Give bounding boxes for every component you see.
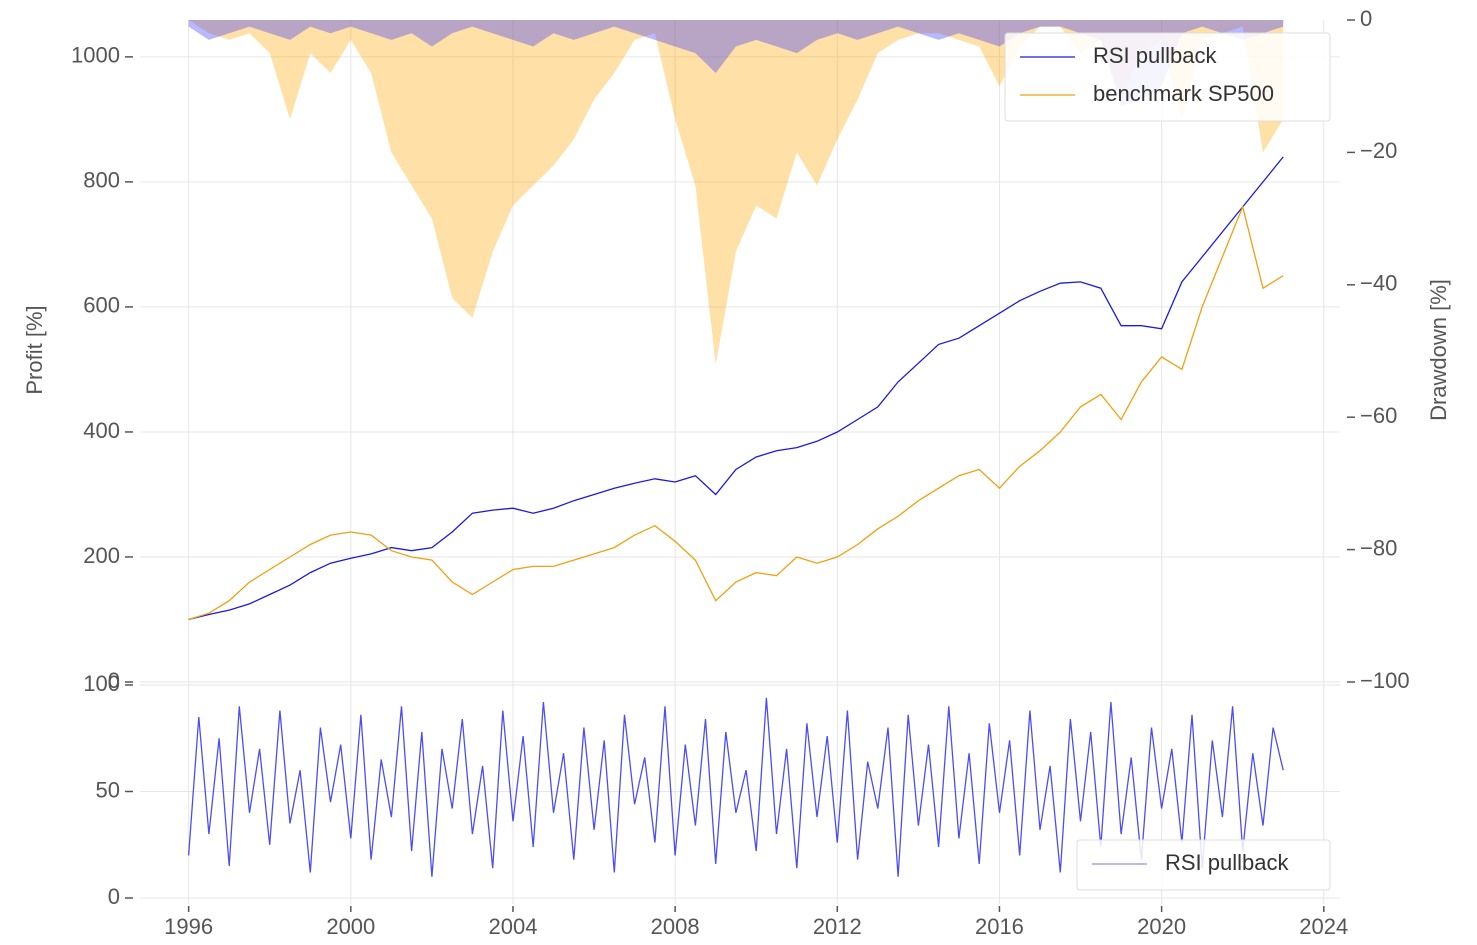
legend-box (1076, 839, 1331, 891)
y2-tick-label: −40 (1360, 271, 1397, 296)
x-tick-label: 2016 (975, 914, 1024, 939)
x-tick-label: 2000 (326, 914, 375, 939)
series-line (188, 204, 1284, 621)
y2-tick-label: −100 (1360, 668, 1410, 693)
legend: RSI pullback (1076, 839, 1331, 891)
drawdown-area (188, 20, 1284, 107)
y2-tick-label: 0 (1360, 6, 1372, 31)
y2-tick-label: −60 (1360, 403, 1397, 428)
y-tick-label: 400 (83, 418, 120, 443)
y-tick-label: 50 (96, 777, 120, 802)
x-tick-label: 1996 (164, 914, 213, 939)
y-tick-label: 1000 (71, 43, 120, 68)
y2-tick-label: −20 (1360, 138, 1397, 163)
legend-box (1004, 32, 1331, 122)
y-tick-label: 800 (83, 168, 120, 193)
x-tick-label: 2020 (1137, 914, 1186, 939)
y2-tick-label: −80 (1360, 535, 1397, 560)
y-tick-label: 100 (83, 671, 120, 696)
y2-axis-label: Drawdown [%] (1426, 279, 1451, 421)
x-tick-label: 2004 (488, 914, 537, 939)
x-tick-label: 2012 (813, 914, 862, 939)
legend-label: RSI pullback (1165, 850, 1290, 875)
y-axis-label: Profit [%] (22, 305, 47, 394)
y-tick-label: 200 (83, 543, 120, 568)
y-tick-label: 0 (108, 884, 120, 909)
x-tick-label: 2008 (651, 914, 700, 939)
x-tick-label: 2024 (1299, 914, 1348, 939)
legend-label: benchmark SP500 (1093, 81, 1274, 106)
series-line (188, 156, 1284, 621)
y-tick-label: 600 (83, 293, 120, 318)
legend: RSI pullback benchmark SP500 (1004, 32, 1331, 122)
legend-label: RSI pullback (1093, 43, 1218, 68)
y-tick-label: 0 (108, 668, 120, 693)
drawdown-area (188, 20, 1284, 365)
